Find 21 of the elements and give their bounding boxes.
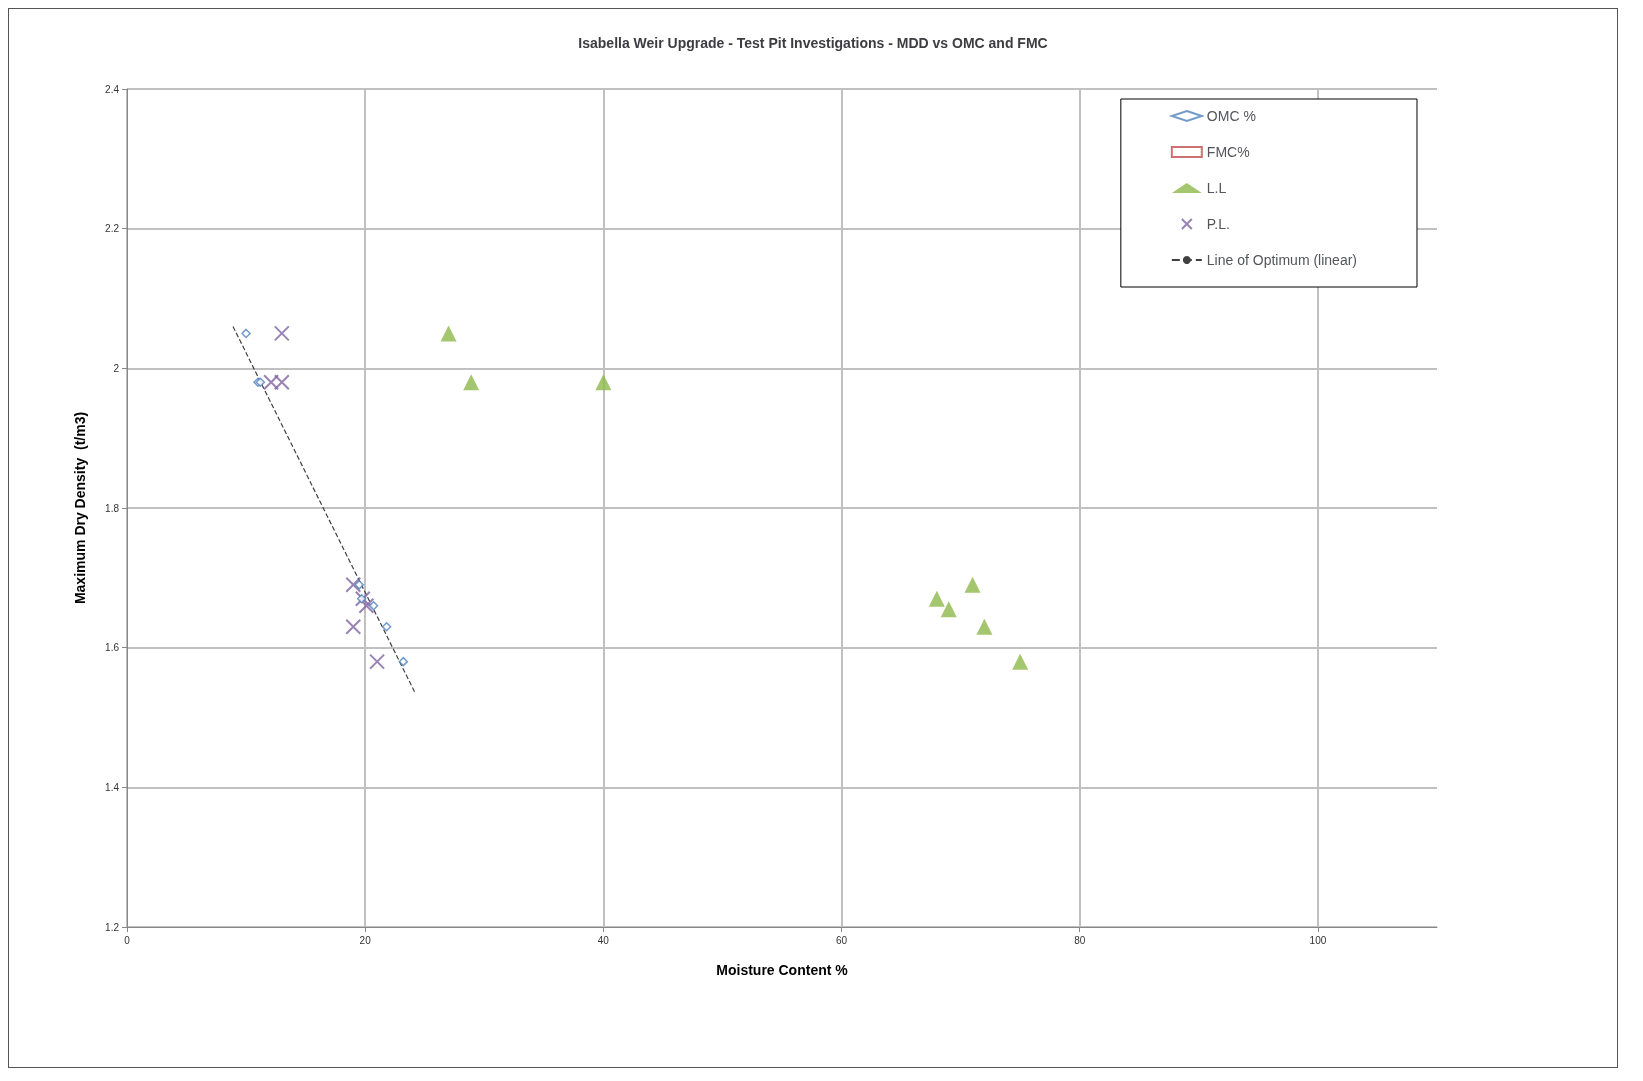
x-tick-label: 20: [359, 934, 372, 946]
x-tick-label: 40: [597, 934, 610, 946]
legend-label: L.L: [1206, 180, 1227, 196]
y-tick-label: 1.2: [105, 921, 120, 933]
y-axis-title: Maximum Dry Density (t/m3): [72, 411, 88, 605]
y-tick-label: 2.4: [105, 83, 120, 95]
x-axis-title: Moisture Content %: [716, 962, 849, 978]
y-tick-label: 1.6: [105, 642, 120, 654]
y-tick-label: 1.8: [105, 502, 120, 514]
y-tick-label: 2: [113, 362, 120, 374]
x-tick-label: 60: [835, 934, 848, 946]
legend-label: OMC %: [1206, 108, 1256, 124]
legend-label: FMC%: [1206, 144, 1250, 160]
y-tick-label: 2.2: [105, 223, 120, 235]
chart-title: Isabella Weir Upgrade - Test Pit Investigations - MDD vs OMC and FMC: [578, 35, 1048, 51]
legend-label: P.L.: [1206, 216, 1230, 232]
x-tick-label: 100: [1309, 934, 1327, 946]
x-tick-label: 80: [1074, 934, 1086, 946]
legend-label: Line of Optimum (linear): [1206, 252, 1358, 268]
x-tick-label: 0: [124, 934, 131, 946]
y-tick-label: 1.4: [105, 781, 120, 793]
